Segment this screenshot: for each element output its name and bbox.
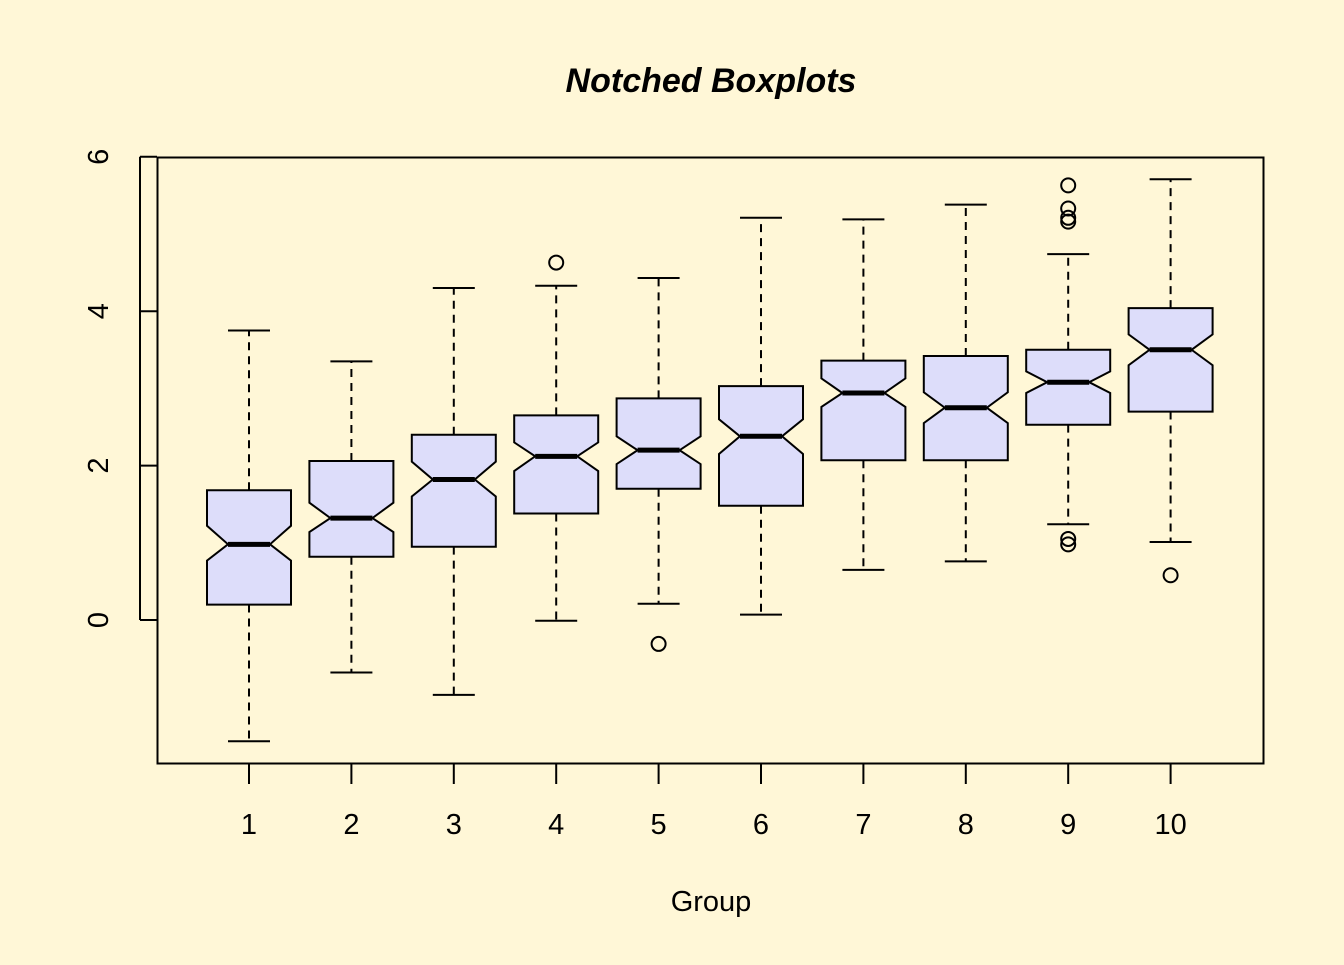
notched-box	[1025, 348, 1112, 426]
outlier-point	[650, 635, 667, 652]
outlier-point	[1060, 177, 1077, 194]
y-tick-label: 4	[83, 303, 115, 319]
box-group-6	[718, 216, 804, 616]
x-tick-label: 4	[548, 809, 564, 841]
x-axis: 1 2 3 4 5 6 7 8 9 10	[241, 764, 1187, 841]
box-group-8	[922, 203, 1009, 563]
x-tick-label: 8	[958, 809, 974, 841]
notched-box	[206, 489, 292, 606]
x-tick-label: 2	[343, 809, 359, 841]
x-tick-label: 7	[855, 809, 871, 841]
notched-box	[308, 460, 395, 558]
y-tick-label: 6	[83, 149, 115, 165]
box-group-4	[513, 254, 600, 622]
chart-title: Notched Boxplots	[566, 62, 857, 100]
box-group-1	[206, 329, 292, 743]
box-group-5	[615, 277, 702, 652]
y-tick-label: 0	[83, 612, 115, 628]
box-group-2	[308, 360, 395, 674]
outlier-point	[1060, 200, 1077, 217]
x-tick-label: 1	[241, 809, 257, 841]
x-tick-label: 3	[446, 809, 462, 841]
outlier-point	[548, 254, 565, 271]
notched-box	[820, 359, 907, 462]
notched-box	[615, 397, 702, 490]
notched-box	[1127, 307, 1214, 413]
outlier-point	[1162, 567, 1179, 584]
box-group-9	[1025, 177, 1112, 553]
plot-frame	[156, 156, 1265, 765]
notched-box	[513, 414, 600, 515]
y-axis: 0 2 4 6	[83, 149, 157, 628]
x-tick-label: 9	[1060, 809, 1076, 841]
outlier-point	[1060, 530, 1077, 547]
x-tick-label: 6	[753, 809, 769, 841]
x-axis-label: Group	[671, 886, 752, 918]
x-tick-label: 10	[1154, 809, 1186, 841]
box-group-7	[820, 218, 907, 571]
notched-box	[410, 433, 497, 548]
boxes-layer	[206, 177, 1214, 743]
outlier-point	[1060, 536, 1077, 553]
outlier-point	[1060, 209, 1077, 226]
notched-box	[718, 385, 804, 507]
box-group-10	[1127, 178, 1214, 584]
y-tick-label: 2	[83, 458, 115, 474]
box-group-3	[410, 287, 497, 696]
x-tick-label: 5	[651, 809, 667, 841]
